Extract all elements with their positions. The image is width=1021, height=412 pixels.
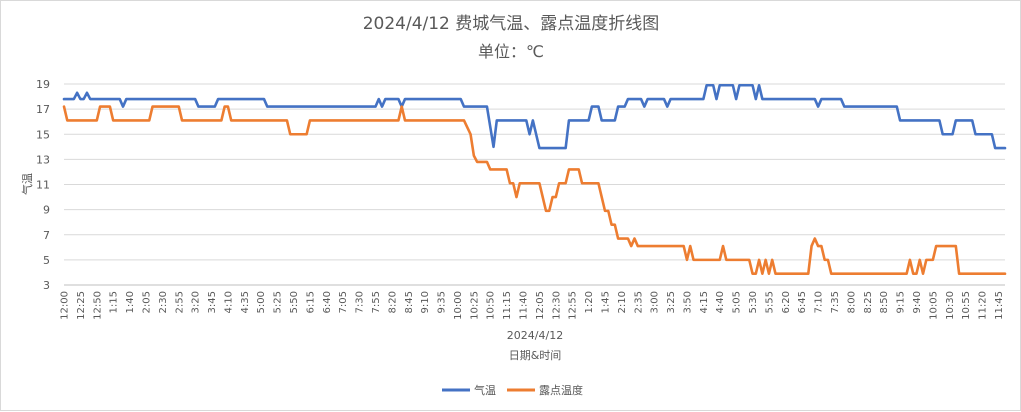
series-lines <box>62 83 1007 275</box>
y-axis-ticks: 3 5 7 9 11 13 15 17 19 <box>36 78 50 292</box>
x-tick-label: 7:55 <box>371 291 382 313</box>
series-line-air-temp <box>62 83 1007 150</box>
x-tick-label: 11:40 <box>519 291 530 320</box>
x-axis-ticks: 12:00 12:25 12:50 1:15 1:40 2:05 2:30 2:55 3:20 3… <box>60 291 1005 320</box>
y-tick-label: 3 <box>43 279 50 292</box>
x-tick-label: 12:25 <box>76 291 87 320</box>
x-tick-label: 3:25 <box>666 291 677 313</box>
y-tick-label: 15 <box>36 128 50 141</box>
x-tick-label: 8:00 <box>846 291 857 313</box>
series-line-dew-point <box>62 105 1007 275</box>
x-tick-label: 2:30 <box>158 291 169 313</box>
x-tick-label: 9:10 <box>420 291 431 313</box>
y-tick-label: 17 <box>36 103 50 116</box>
x-tick-label: 10:05 <box>928 291 939 320</box>
x-tick-label: 3:00 <box>650 291 661 313</box>
x-tick-label: 5:55 <box>764 291 775 313</box>
x-tick-label: 8:20 <box>387 291 398 313</box>
legend-label-dew-point: 露点温度 <box>539 383 583 397</box>
x-tick-label: 3:20 <box>191 291 202 313</box>
x-tick-label: 2:55 <box>174 291 185 313</box>
x-tick-label: 4:40 <box>715 291 726 313</box>
x-tick-label: 10:25 <box>469 291 480 320</box>
x-tick-label: 11:20 <box>978 291 989 320</box>
x-tick-label: 10:50 <box>486 291 497 320</box>
x-tick-label: 12:50 <box>92 291 103 320</box>
x-tick-label: 11:45 <box>994 291 1005 320</box>
x-tick-label: 7:30 <box>355 291 366 313</box>
x-tick-label: 7:05 <box>338 291 349 313</box>
x-tick-label: 3:50 <box>682 291 693 313</box>
x-tick-label: 5:05 <box>732 291 743 313</box>
chart-subtitle: 单位：℃ <box>478 42 544 61</box>
x-tick-label: 4:10 <box>223 291 234 313</box>
x-tick-label: 10:00 <box>453 291 464 320</box>
y-tick-label: 13 <box>36 153 50 166</box>
y-tick-label: 11 <box>36 179 50 192</box>
x-tick-label: 9:15 <box>896 291 907 313</box>
x-tick-label: 11:15 <box>502 291 513 320</box>
x-tick-label: 8:25 <box>863 291 874 313</box>
x-tick-label: 10:55 <box>961 291 972 320</box>
x-tick-label: 6:45 <box>797 291 808 313</box>
chart-title: 2024/4/12 费城气温、露点温度折线图 <box>363 14 660 34</box>
x-tick-label: 12:30 <box>551 291 562 320</box>
legend-label-air-temp: 气温 <box>474 383 496 397</box>
x-tick-label: 12:55 <box>568 291 579 320</box>
x-tick-label: 6:15 <box>305 291 316 313</box>
x-tick-label: 8:45 <box>404 291 415 313</box>
y-tick-label: 7 <box>43 229 50 242</box>
x-tick-label: 6:20 <box>781 291 792 313</box>
x-tick-label: 1:45 <box>600 291 611 313</box>
x-tick-label: 12:00 <box>60 291 71 320</box>
x-tick-label: 2:10 <box>617 291 628 313</box>
x-axis-group-label: 2024/4/12 <box>507 329 563 342</box>
x-tick-label: 4:35 <box>240 291 251 313</box>
x-tick-label: 9:35 <box>437 291 448 313</box>
y-tick-label: 5 <box>43 254 50 267</box>
y-tick-label: 9 <box>43 204 50 217</box>
x-tick-label: 2:05 <box>141 291 152 313</box>
y-axis-label: 气温 <box>20 173 34 195</box>
x-tick-label: 4:15 <box>699 291 710 313</box>
x-tick-label: 7:10 <box>814 291 825 313</box>
x-tick-label: 3:45 <box>207 291 218 313</box>
x-tick-label: 2:35 <box>633 291 644 313</box>
y-tick-label: 19 <box>36 78 50 91</box>
x-tick-label: 5:30 <box>748 291 759 313</box>
x-tick-label: 12:05 <box>535 291 546 320</box>
x-tick-label: 1:40 <box>125 291 136 313</box>
x-tick-label: 6:40 <box>322 291 333 313</box>
legend: 气温 露点温度 <box>442 383 583 397</box>
x-tick-label: 5:25 <box>273 291 284 313</box>
x-tick-label: 5:50 <box>289 291 300 313</box>
x-tick-label: 5:00 <box>256 291 267 313</box>
x-axis-label: 日期&时间 <box>509 349 562 362</box>
x-tick-label: 10:30 <box>945 291 956 320</box>
x-tick-label: 1:20 <box>584 291 595 313</box>
x-tick-label: 7:35 <box>830 291 841 313</box>
x-tick-label: 8:50 <box>879 291 890 313</box>
x-tick-label: 9:40 <box>912 291 923 313</box>
x-tick-label: 1:15 <box>109 291 120 313</box>
